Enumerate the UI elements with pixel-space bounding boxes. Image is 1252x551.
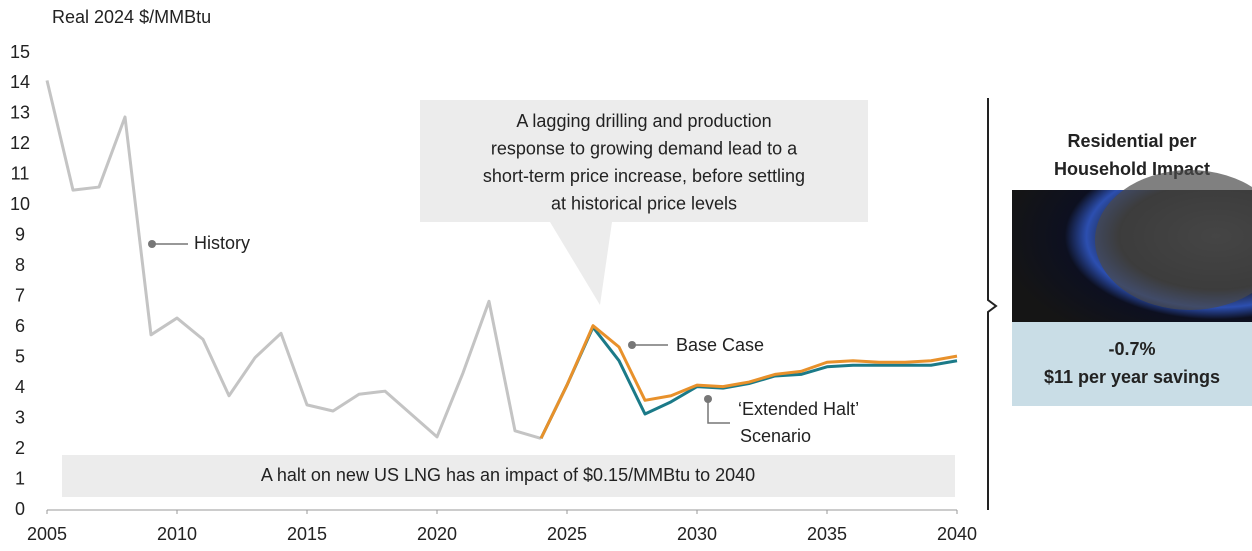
- panel-change: -0.7%: [1108, 339, 1155, 359]
- series-label: Base Case: [676, 335, 764, 355]
- series-label: ‘Extended Halt’: [738, 399, 859, 419]
- y-tick-label: 11: [11, 164, 30, 184]
- y-tick-label: 13: [10, 103, 30, 123]
- callout-text: response to growing demand lead to a: [491, 138, 798, 158]
- y-tick-label: 10: [10, 194, 30, 214]
- x-tick-label: 2005: [27, 524, 67, 544]
- axis-title: Real 2024 $/MMBtu: [52, 7, 211, 27]
- x-tick-label: 2010: [157, 524, 197, 544]
- x-tick-label: 2020: [417, 524, 457, 544]
- series-label: History: [194, 233, 250, 253]
- y-tick-label: 1: [15, 468, 25, 488]
- callout-text: A lagging drilling and production: [516, 111, 771, 131]
- panel-savings: $11 per year savings: [1044, 367, 1220, 387]
- banner: A halt on new US LNG has an impact of $0…: [261, 465, 755, 485]
- callout-box: [420, 100, 868, 305]
- x-tick-label: 2035: [807, 524, 847, 544]
- x-tick-label: 2015: [287, 524, 327, 544]
- x-tick-label: 2025: [547, 524, 587, 544]
- bracket: [987, 98, 998, 510]
- y-tick-label: 12: [10, 133, 30, 153]
- y-tick-label: 14: [10, 72, 30, 92]
- y-tick-label: 0: [15, 499, 25, 519]
- y-tick-label: 6: [15, 316, 25, 336]
- panel-box: [1012, 322, 1252, 406]
- y-tick-label: 5: [15, 346, 25, 366]
- panel-title: Residential per: [1067, 131, 1196, 151]
- series-label: Scenario: [740, 426, 811, 446]
- y-tick-label: 7: [15, 285, 25, 305]
- callout-text: at historical price levels: [551, 193, 737, 213]
- series-line: [45, 80, 542, 440]
- y-tick-label: 8: [15, 255, 25, 275]
- y-tick-label: 15: [10, 42, 30, 62]
- series-line: [539, 324, 958, 440]
- x-tick-label: 2030: [677, 524, 717, 544]
- callout-text: short-term price increase, before settli…: [483, 166, 805, 186]
- banner-box: [62, 455, 955, 497]
- y-tick-label: 4: [15, 377, 25, 397]
- y-tick-label: 2: [15, 438, 25, 458]
- panel-image-burner: [1095, 170, 1252, 310]
- y-tick-label: 9: [15, 225, 25, 245]
- y-tick-label: 3: [15, 407, 25, 427]
- x-tick-label: 2040: [937, 524, 977, 544]
- label-leader: [707, 399, 730, 424]
